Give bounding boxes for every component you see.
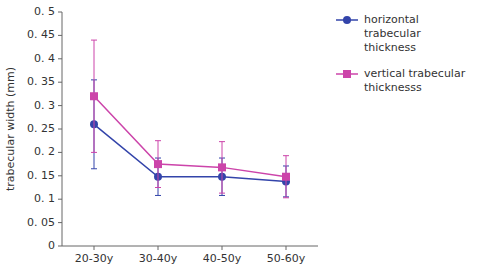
y-axis: 0 0. 05 0. 1 0. 15 0. 2 0. 25 0. 3 0. 35 0. 4 0. … xyxy=(27,5,62,252)
legend-label-line: horizontal xyxy=(364,13,419,26)
y-tick-label: 0. 2 xyxy=(34,145,55,158)
series xyxy=(90,40,290,198)
legend-label-line: trabecular xyxy=(364,27,421,40)
chart-container: 0 0. 05 0. 1 0. 15 0. 2 0. 25 0. 3 0. 35 0. 4 0. … xyxy=(0,0,500,278)
y-tick-label: 0. 1 xyxy=(34,192,55,205)
point xyxy=(282,173,290,181)
legend-label-line: thickness xyxy=(364,41,416,54)
y-tick xyxy=(58,82,62,83)
y-tick-label: 0. 4 xyxy=(34,52,55,65)
point xyxy=(154,160,162,168)
y-tick xyxy=(58,199,62,200)
x-tick xyxy=(94,246,95,250)
y-tick xyxy=(58,105,62,106)
y-tick-label: 0 xyxy=(48,239,55,252)
legend: horizontaltrabecularthickness vertical tr… xyxy=(336,13,466,94)
point xyxy=(218,163,226,171)
error-bar xyxy=(91,40,97,152)
legend-label: horizontaltrabecularthickness xyxy=(364,13,421,54)
error-bar xyxy=(219,142,225,193)
x-axis: 20-30y 30-40y 40-50y 50-60y xyxy=(62,246,318,265)
x-tick xyxy=(222,246,223,250)
y-tick-label: 0. 5 xyxy=(34,5,55,18)
x-tick-label: 20-30y xyxy=(75,252,114,265)
series-group xyxy=(90,40,290,198)
y-tick-label: 0. 15 xyxy=(27,169,55,182)
y-tick-label: 0. 35 xyxy=(27,75,55,88)
y-tick-label: 0. 3 xyxy=(34,99,55,112)
x-tick xyxy=(158,246,159,250)
error-bar xyxy=(283,156,289,198)
x-tick xyxy=(286,246,287,250)
y-tick xyxy=(58,152,62,153)
legend-label-line: thicknesss xyxy=(364,81,422,94)
y-tick xyxy=(58,175,62,176)
y-tick-label: 0. 25 xyxy=(27,122,55,135)
series xyxy=(90,80,290,197)
y-tick-label: 0. 45 xyxy=(27,28,55,41)
y-tick xyxy=(58,246,62,247)
series-line xyxy=(94,96,286,176)
x-axis-line xyxy=(62,246,318,247)
legend-marker xyxy=(343,70,351,78)
x-tick-label: 50-60y xyxy=(267,252,306,265)
chart: 0 0. 05 0. 1 0. 15 0. 2 0. 25 0. 3 0. 35 0. 4 0. … xyxy=(0,0,500,278)
x-tick-label: 40-50y xyxy=(203,252,242,265)
point xyxy=(90,92,98,100)
y-tick xyxy=(58,222,62,223)
y-tick xyxy=(58,58,62,59)
y-tick xyxy=(58,35,62,36)
y-tick xyxy=(58,12,62,13)
legend-marker xyxy=(343,16,351,24)
legend-label: vertical trabecularthicknesss xyxy=(364,67,466,94)
y-tick-label: 0. 05 xyxy=(27,216,55,229)
x-tick-label: 30-40y xyxy=(139,252,178,265)
y-tick xyxy=(58,129,62,130)
y-axis-label: trabecular width (mm) xyxy=(4,67,17,191)
error-bar xyxy=(155,141,161,188)
legend-label-line: vertical trabecular xyxy=(364,67,466,80)
